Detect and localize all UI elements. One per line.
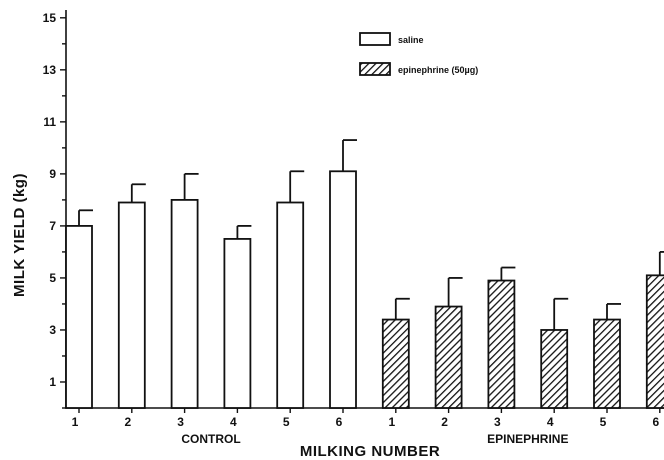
- y-tick-label: 7: [49, 219, 56, 233]
- y-tick-label: 11: [43, 115, 56, 129]
- bar-epinephrine-5: [593, 318, 621, 409]
- x-tick-label: 1: [388, 415, 395, 429]
- x-tick-label: 4: [547, 415, 554, 429]
- legend-swatch-epinephrine: [359, 62, 391, 76]
- x-axis-label: MILKING NUMBER: [300, 443, 440, 460]
- bar-control-1: [65, 225, 93, 409]
- x-tick-label: 5: [600, 415, 607, 429]
- bar-epinephrine-1: [381, 318, 410, 409]
- x-tick-label: 6: [336, 415, 343, 429]
- x-tick-label: 2: [441, 415, 448, 429]
- bar-control-4: [223, 238, 252, 409]
- x-tick-label: 3: [494, 415, 501, 429]
- x-tick-label: 5: [283, 415, 290, 429]
- legend-label-epinephrine: epinephrine (50µg): [398, 65, 478, 75]
- legend-swatch-saline: [359, 32, 391, 46]
- bars: [65, 139, 664, 409]
- bar-control-3: [170, 198, 199, 409]
- y-tick-label: 5: [49, 271, 56, 285]
- bar-control-2: [117, 201, 146, 409]
- x-tick-label: 4: [230, 415, 237, 429]
- bar-epinephrine-3: [487, 279, 516, 409]
- x-tick-label: 6: [652, 415, 659, 429]
- y-tick-label: 15: [43, 11, 57, 25]
- y-tick-label: 3: [49, 323, 56, 337]
- y-axis-label: MILK YIELD (kg): [11, 173, 28, 297]
- group-label-epinephrine: EPINEPHRINE: [487, 432, 568, 446]
- x-tick-label: 2: [124, 415, 131, 429]
- bar-control-5: [276, 201, 305, 409]
- legend-label-saline: saline: [398, 35, 424, 45]
- x-tick-label: 1: [72, 415, 79, 429]
- group-label-control: CONTROL: [181, 432, 240, 446]
- y-tick-label: 13: [43, 63, 57, 77]
- bar-epinephrine-4: [540, 329, 569, 409]
- bar-epinephrine-2: [434, 305, 463, 409]
- x-tick-label: 3: [177, 415, 184, 429]
- bar-epinephrine-6: [645, 274, 664, 409]
- y-tick-label: 9: [49, 167, 56, 181]
- legend: saline epinephrine (50µg): [359, 32, 478, 76]
- y-tick-label: 1: [49, 375, 56, 389]
- bar-control-6: [329, 170, 357, 409]
